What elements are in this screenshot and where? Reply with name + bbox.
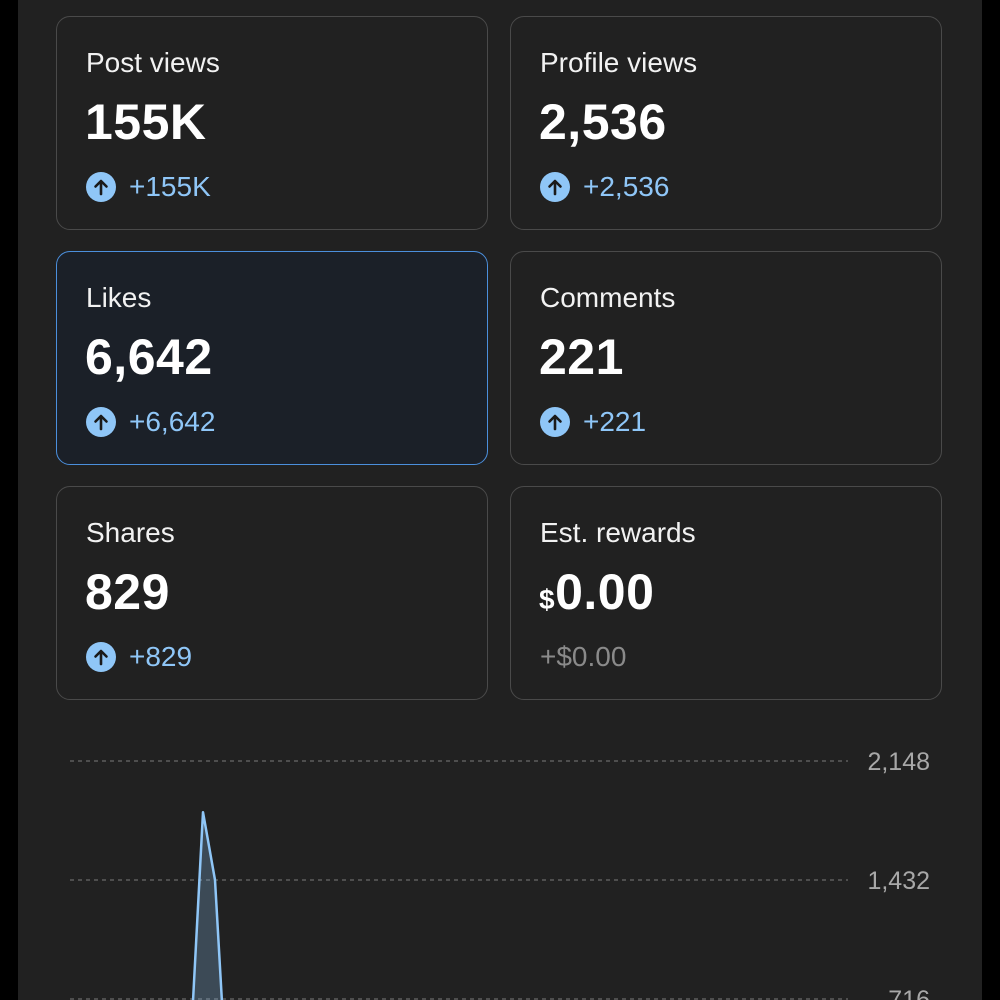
likes-trend-chart: 2,148 1,432 716: [70, 748, 930, 1000]
change-value: +2,536: [583, 171, 670, 202]
card-value: 2,536: [539, 94, 667, 150]
series-line: [191, 810, 224, 1000]
est-rewards-card[interactable]: Est. rewards $0.00 +$0.00: [510, 486, 942, 700]
card-value: 829: [85, 564, 170, 620]
card-change: +6,642: [86, 402, 215, 442]
y-tick-label: 716: [888, 986, 930, 1000]
card-label: Post views: [86, 47, 220, 78]
likes-card[interactable]: Likes 6,642 +6,642: [56, 251, 488, 465]
profile-views-card[interactable]: Profile views 2,536 +2,536: [510, 16, 942, 230]
change-value: +6,642: [129, 406, 216, 437]
card-change: +221: [540, 402, 646, 442]
y-tick-label: 1,432: [867, 867, 930, 895]
insights-screen: Post views 155K +155K Profile views 2,53…: [18, 0, 982, 1000]
arrow-up-circle-icon: [540, 407, 570, 437]
arrow-up-circle-icon: [86, 172, 116, 202]
card-change: +$0.00: [540, 637, 626, 677]
change-value: +221: [583, 406, 647, 437]
card-value: $0.00: [539, 564, 655, 620]
arrow-up-circle-icon: [86, 407, 116, 437]
card-label: Profile views: [540, 47, 698, 78]
card-label: Shares: [86, 517, 175, 548]
change-value: +829: [129, 641, 193, 672]
y-tick-label: 2,148: [867, 748, 930, 776]
comments-card[interactable]: Comments 221 +221: [510, 251, 942, 465]
card-value: 6,642: [85, 329, 213, 385]
arrow-up-circle-icon: [86, 642, 116, 672]
card-change: +829: [86, 637, 192, 677]
card-value: 221: [539, 329, 624, 385]
change-value: +$0.00: [540, 641, 627, 672]
card-change: +155K: [86, 167, 211, 207]
card-label: Est. rewards: [540, 517, 696, 548]
card-value: 155K: [85, 94, 207, 150]
post-views-card[interactable]: Post views 155K +155K: [56, 16, 488, 230]
shares-card[interactable]: Shares 829 +829: [56, 486, 488, 700]
currency-symbol: $: [539, 584, 556, 615]
card-label: Comments: [540, 282, 676, 313]
card-label: Likes: [86, 282, 152, 313]
arrow-up-circle-icon: [540, 172, 570, 202]
series-area: [193, 812, 222, 1000]
change-value: +155K: [129, 171, 211, 202]
card-change: +2,536: [540, 167, 669, 207]
